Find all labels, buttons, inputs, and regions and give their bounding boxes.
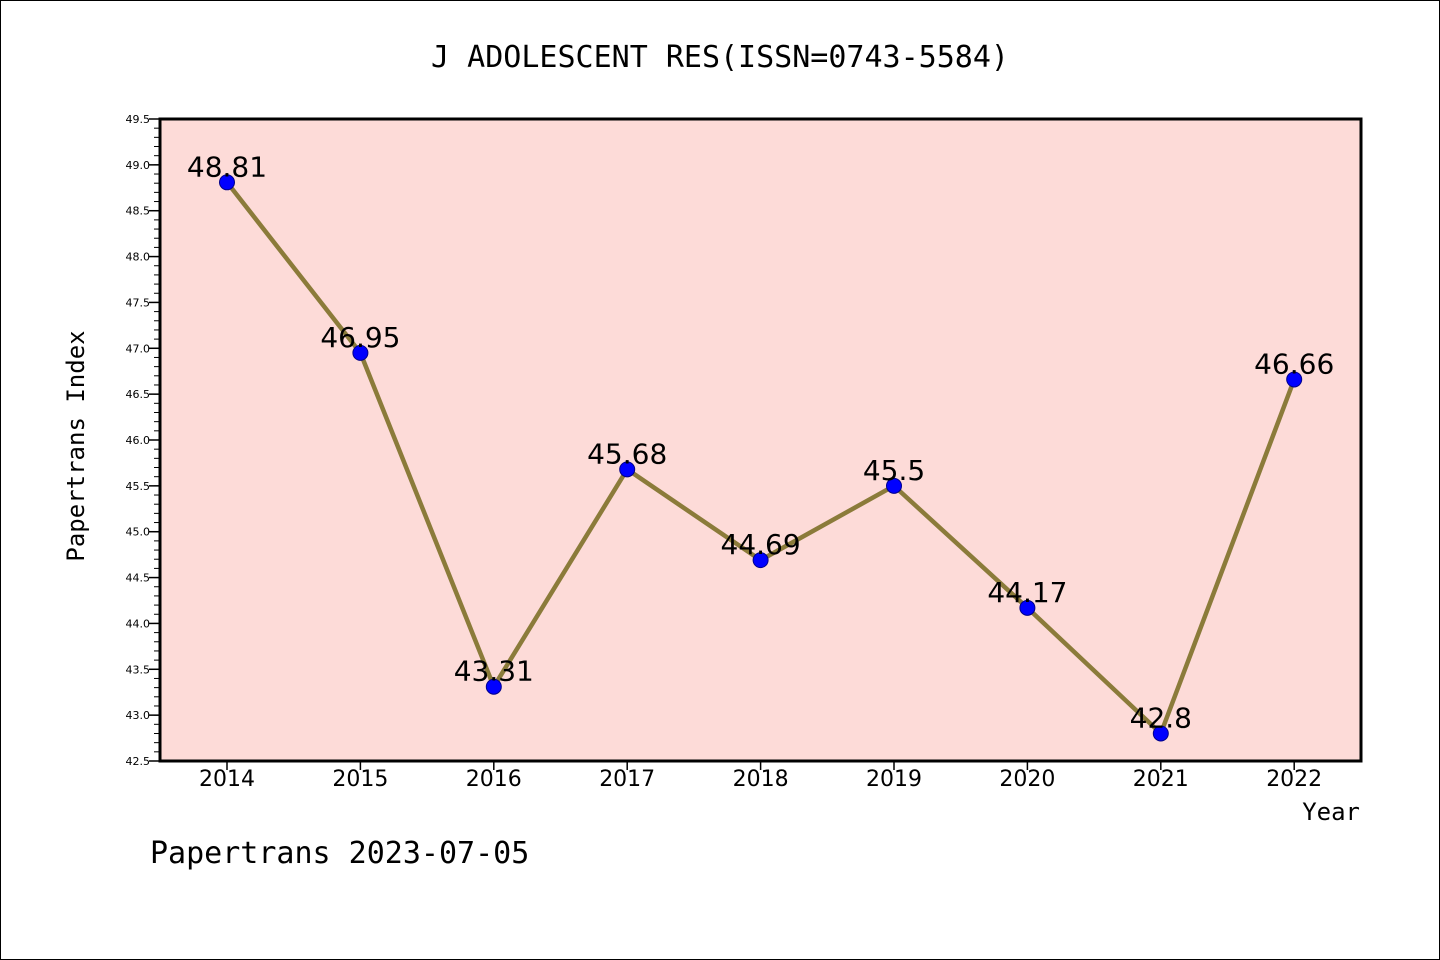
data-label: 45.68 (587, 437, 667, 470)
y-tick-label: 45.0 (126, 526, 151, 539)
data-point (219, 174, 235, 191)
data-point (352, 344, 369, 361)
data-label: 46.66 (1254, 347, 1334, 380)
data-points (219, 174, 1303, 742)
data-point (485, 678, 502, 695)
y-tick-label: 43.5 (126, 663, 151, 676)
y-axis-label: Papertrans Index (62, 330, 90, 561)
data-labels: 48.81 46.95 43.31 45.68 44.69 45.5 44.17 42.8 46… (187, 150, 1334, 734)
data-point (619, 461, 636, 478)
x-tick-label: 2017 (599, 767, 655, 792)
data-point (1019, 599, 1036, 616)
x-tick-label: 2018 (733, 767, 789, 792)
data-label: 46.95 (320, 321, 400, 354)
y-tick-label: 42.5 (126, 755, 151, 768)
x-tick-label: 2022 (1266, 767, 1322, 792)
y-tick-label: 46.5 (126, 388, 151, 401)
footer-text: Papertrans 2023-07-05 (150, 836, 529, 871)
x-tick-label: 2019 (866, 767, 922, 792)
y-tick-label: 44.5 (126, 572, 151, 585)
y-tick-label: 45.5 (126, 480, 151, 493)
y-tick-label: 47.5 (126, 296, 151, 309)
data-label: 42.8 (1130, 701, 1192, 734)
data-label: 43.31 (454, 655, 534, 688)
y-tick-label: 44.0 (126, 617, 151, 630)
data-point (1152, 725, 1169, 742)
data-label: 45.5 (863, 454, 925, 487)
y-tick-label: 46.0 (126, 434, 151, 447)
y-tick-label: 49.0 (126, 159, 151, 172)
chart-title: J ADOLESCENT RES(ISSN=0743-5584) (431, 40, 1009, 75)
data-label: 48.81 (187, 150, 267, 183)
x-tick-label: 2014 (199, 767, 255, 792)
x-axis-label: Year (1302, 798, 1360, 826)
y-tick-label: 48.5 (126, 205, 151, 218)
x-tick-label: 2021 (1133, 767, 1189, 792)
data-point (752, 552, 769, 569)
x-tick-label: 2016 (466, 767, 522, 792)
y-tick-label: 49.5 (126, 113, 151, 126)
x-tick-label: 2015 (332, 767, 388, 792)
data-point (886, 477, 902, 494)
y-tick-label: 48.0 (126, 251, 151, 264)
y-tick-label: 47.0 (126, 342, 151, 355)
data-point (1286, 371, 1303, 388)
data-label: 44.69 (721, 528, 801, 561)
plot-area (158, 117, 1363, 763)
x-axis: 2014 2015 2016 2017 2018 2019 2020 2021 2022 (199, 761, 1322, 792)
x-tick-label: 2020 (999, 767, 1055, 792)
y-axis: 42.5 43.0 43.5 44.0 44.5 45.0 45.5 46.0 46.5 47.0… (126, 113, 160, 768)
y-tick-label: 43.0 (126, 709, 151, 722)
data-label: 44.17 (987, 576, 1067, 609)
